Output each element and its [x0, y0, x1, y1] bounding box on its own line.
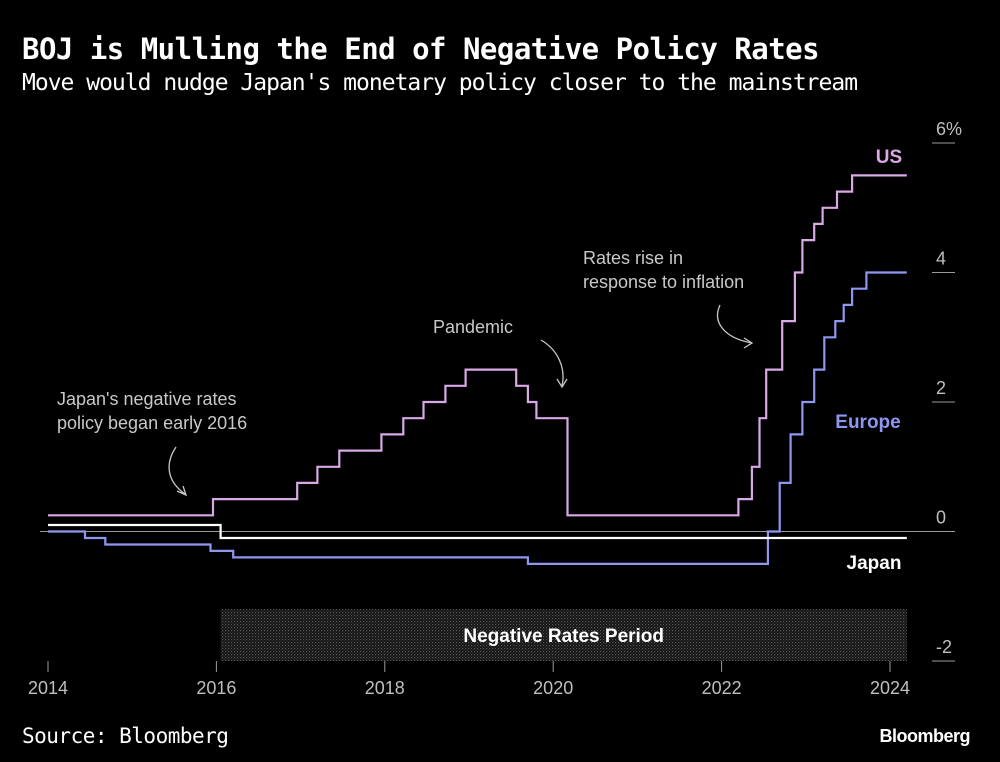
y-tick-label: -2 — [936, 637, 952, 657]
annotation-pandemic-line-1: Pandemic — [433, 317, 513, 337]
y-tick-label: 0 — [936, 508, 946, 528]
series-line-us — [48, 174, 907, 517]
y-tick-label: 2 — [936, 378, 946, 398]
x-tick-label: 2016 — [196, 678, 236, 698]
bloomberg-logo: Bloomberg — [879, 726, 970, 746]
x-axis: 2014 2016 2018 2020 2022 2024 — [28, 661, 910, 698]
y-tick-label: 6% — [936, 119, 962, 139]
x-tick-label: 2018 — [365, 678, 405, 698]
negative-rates-shading — [220, 609, 907, 661]
series-label-japan: Japan — [847, 553, 902, 574]
series-label-europe: Europe — [835, 412, 900, 433]
chart-subtitle: Move would nudge Japan's monetary policy… — [22, 70, 858, 96]
annotation-inflation: Rates rise in response to inflation — [583, 248, 754, 349]
x-tick-label: 2022 — [702, 678, 742, 698]
negative-rates-region: Negative Rates Period — [220, 609, 907, 661]
arrowhead-inflation-icon — [743, 337, 754, 349]
chart-title: BOJ is Mulling the End of Negative Polic… — [22, 32, 820, 66]
arrowhead-pandemic-icon — [556, 378, 568, 389]
annotation-japan-start: Japan's negative rates policy began earl… — [57, 389, 247, 497]
annotation-inflation-line-1: Rates rise in — [583, 248, 683, 268]
y-axis: 6% 4 2 0 -2 — [932, 119, 962, 662]
series-lines — [48, 174, 907, 565]
series-line-japan — [48, 523, 907, 540]
annotation-pandemic: Pandemic — [433, 317, 568, 389]
series-line-europe — [48, 271, 907, 565]
annotation-japan-line-1: Japan's negative rates — [57, 389, 237, 409]
arrow-inflation-icon — [716, 304, 753, 344]
arrow-pandemic-icon — [540, 339, 564, 387]
x-tick-label: 2014 — [28, 678, 68, 698]
negative-rates-label: Negative Rates Period — [463, 626, 664, 647]
arrow-japan-icon — [168, 446, 186, 495]
source-note: Source: Bloomberg — [22, 724, 229, 748]
annotation-japan-line-2: policy began early 2016 — [57, 413, 247, 433]
annotation-inflation-line-2: response to inflation — [583, 272, 744, 292]
series-label-us: US — [876, 147, 902, 168]
x-tick-label: 2024 — [870, 678, 910, 698]
x-tick-label: 2020 — [533, 678, 573, 698]
y-tick-label: 4 — [936, 249, 946, 269]
arrowhead-japan-icon — [176, 485, 188, 497]
